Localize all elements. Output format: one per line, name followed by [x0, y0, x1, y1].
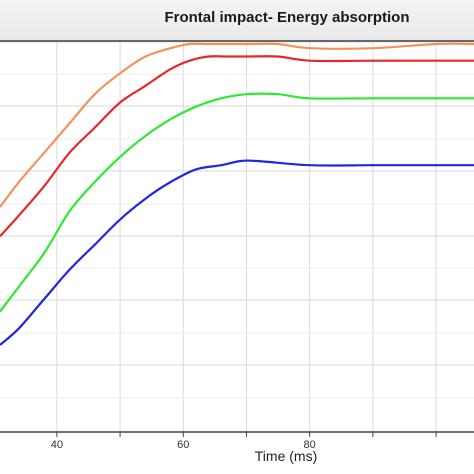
series-line-3: [0, 92, 474, 313]
chart-title: Frontal impact- Energy absorption: [164, 9, 410, 26]
x-axis-label: Time (ms): [255, 448, 317, 464]
title-bar: Frontal impact- Energy absorption: [0, 0, 474, 41]
series-line-1: [0, 42, 474, 208]
series-line-2: [0, 55, 474, 238]
axes: [0, 40, 474, 433]
series-lines: [0, 42, 474, 346]
grid: [0, 41, 474, 432]
x-tick-label: 40: [51, 439, 63, 451]
x-tick-labels: 40 60 80: [51, 432, 437, 451]
series-line-4: [0, 159, 474, 346]
x-tick-label: 80: [304, 439, 316, 451]
x-tick-label: 60: [177, 439, 189, 451]
